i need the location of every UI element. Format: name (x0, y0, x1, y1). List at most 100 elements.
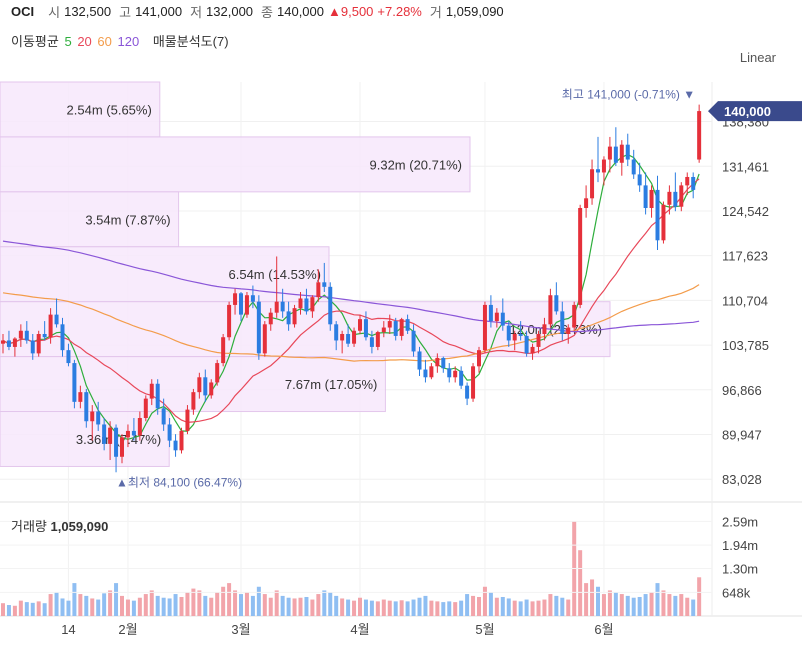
x-tick-label: 14 (61, 622, 75, 637)
ma-120[interactable]: 120 (117, 34, 140, 49)
candle-body (102, 424, 107, 444)
candle-body (328, 286, 333, 325)
volume-profile-label: 7.67m (17.05%) (285, 377, 378, 392)
candle-body (447, 368, 452, 378)
volume-bar (227, 583, 232, 616)
volume-bar (691, 599, 696, 616)
volume-bar (215, 592, 220, 616)
symbol-name[interactable]: OCI (11, 3, 35, 19)
candle-body (143, 398, 148, 418)
candle-body (477, 350, 481, 367)
candle-body (554, 295, 559, 312)
x-tick-label: 3월 (231, 622, 250, 637)
volume-bar (250, 595, 255, 616)
candle-body (619, 144, 624, 163)
candle-body (72, 363, 77, 402)
volume-bar (286, 597, 291, 616)
candle-body (298, 298, 303, 309)
volume-bar (340, 598, 345, 616)
volume-bar (36, 601, 41, 616)
candle-body (274, 301, 279, 313)
volume-bar (506, 598, 511, 616)
candle-body (673, 191, 678, 207)
volume-bar (310, 599, 315, 616)
candle-body (548, 295, 553, 325)
volume-bar (619, 594, 624, 616)
candle-body (6, 340, 11, 347)
volume-bar (661, 590, 666, 616)
candle-body (304, 298, 309, 312)
candle-body (42, 334, 47, 338)
candle-body (137, 418, 142, 436)
volume-bar (548, 594, 553, 616)
candle-body (286, 311, 291, 325)
volume-bar (292, 598, 297, 616)
volume-bar (179, 596, 184, 616)
y-tick-label: 117,623 (722, 249, 768, 264)
candle-body (346, 334, 351, 344)
volume-bar (482, 586, 487, 616)
open-value: 132,500 (64, 3, 112, 19)
candle-body (631, 159, 636, 175)
volume-bar (244, 592, 249, 616)
volume-bar (125, 599, 130, 616)
volume-bar (399, 600, 404, 616)
volume-profile-label: 6.54m (14.53%) (229, 267, 322, 282)
y-tick-label: 131,461 (722, 159, 769, 174)
candle-body (310, 297, 315, 312)
candle-body (334, 324, 339, 341)
volume-bar (42, 603, 47, 616)
volume-bar (78, 594, 83, 616)
x-tick-label: 5월 (475, 622, 494, 637)
candle-body (149, 383, 154, 399)
candle-body (512, 334, 517, 341)
volume-bar (601, 594, 606, 616)
volume-bar (465, 594, 470, 616)
volume-panel-value: 1,059,090 (50, 519, 109, 534)
volume-profile-label[interactable]: 매물분석도(7) (152, 34, 229, 49)
candle-body (268, 312, 273, 325)
volume-bar (530, 601, 535, 616)
volume-bar (471, 595, 476, 616)
volume-bar (239, 594, 243, 616)
indicator-legend[interactable]: 이동평균 5 20 60 120 매물분석도(7) (11, 31, 231, 50)
volume-bar (6, 605, 11, 616)
candle-body (399, 319, 404, 336)
volume-bar (24, 602, 29, 616)
candle-body (120, 437, 124, 457)
x-tick-label: 2월 (118, 622, 137, 637)
ma-60[interactable]: 60 (97, 34, 112, 49)
candle-body (471, 366, 476, 399)
open-label: 시 (48, 4, 61, 20)
volume-tick-label: 1.94m (722, 538, 758, 553)
scale-mode-toggle[interactable]: Linear (739, 50, 776, 65)
volume-bar (584, 583, 589, 616)
volume-bar (161, 597, 166, 616)
candle-body (643, 185, 648, 208)
volume-bar (697, 577, 702, 616)
ma-20[interactable]: 20 (77, 34, 92, 49)
quote-header: OCI 시 132,500 고 141,000 저 132,000 종 140,000 … (0, 0, 802, 22)
candle-body (131, 430, 136, 436)
volume-bar (298, 597, 303, 616)
candle-body (691, 176, 696, 190)
candle-body (24, 330, 29, 341)
volume-profile-label: 9.32m (20.71%) (370, 157, 463, 172)
x-tick-label: 4월 (350, 622, 369, 637)
candle-body (66, 350, 71, 364)
candle-body (239, 293, 243, 315)
volume-bar (477, 596, 481, 616)
candle-body (429, 366, 434, 378)
candle-body (518, 334, 523, 336)
candle-body (655, 189, 660, 241)
volume-bar (84, 595, 89, 616)
volume-bar (643, 594, 648, 616)
candle-body (661, 204, 666, 241)
volume-bar (685, 597, 690, 616)
ma-5[interactable]: 5 (64, 34, 72, 49)
volume-bar (560, 597, 565, 616)
candle-body (411, 330, 416, 352)
moving-average-label[interactable]: 이동평균 (11, 34, 59, 49)
candle-body (649, 189, 654, 208)
